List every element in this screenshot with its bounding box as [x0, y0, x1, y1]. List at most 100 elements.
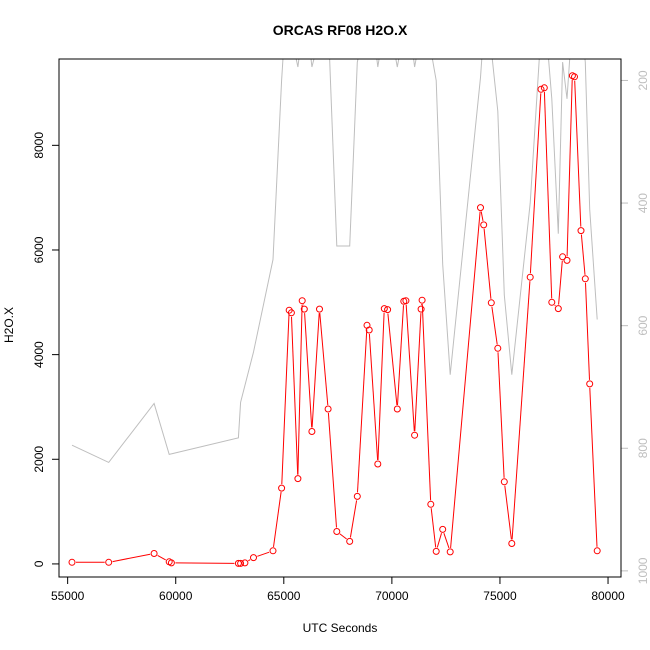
data-point [150, 550, 158, 557]
data-point [563, 256, 571, 264]
data-point [365, 326, 373, 334]
y-tick-label: 0 [32, 560, 46, 567]
data-point [300, 305, 308, 313]
data-point [308, 428, 316, 435]
x-tick-label: 80000 [591, 589, 625, 603]
x-tick-label: 75000 [483, 589, 517, 603]
data-point [250, 554, 257, 562]
data-point [316, 305, 323, 313]
series-segment [554, 304, 556, 307]
series-segment [504, 485, 512, 540]
series-line-right-axis [71, 59, 598, 464]
data-point [500, 478, 508, 486]
y2-tick-label: 600 [636, 315, 650, 335]
series-segment [368, 333, 379, 461]
series-segment [589, 387, 598, 547]
data-point [446, 548, 454, 556]
series-segment [175, 562, 235, 564]
x-tick-label: 55000 [51, 589, 85, 603]
x-axis-label: UTC Seconds [303, 621, 378, 635]
data-point [353, 492, 361, 500]
data-point [593, 547, 601, 555]
series-segment [580, 234, 586, 275]
data-point [167, 559, 175, 567]
data-point [68, 558, 76, 566]
x-tick-label: 60000 [159, 589, 193, 603]
data-point [374, 460, 382, 468]
data-point [287, 309, 295, 317]
series-segment [529, 93, 542, 274]
y-tick-label: 8000 [32, 132, 46, 159]
data-point [324, 405, 332, 413]
data-point [234, 559, 242, 567]
chart-title: ORCAS RF08 H2O.X [273, 22, 408, 38]
data-point [393, 405, 401, 413]
series-segment [421, 304, 432, 501]
series-segment [297, 304, 303, 475]
y-tick-label: 4000 [32, 341, 46, 368]
data-point [380, 305, 388, 313]
series-segment [558, 260, 563, 305]
axes-layer: 55000 60000 65000 70000 75000 80000 0 2000 4000 6… [32, 70, 650, 603]
series-segment [497, 352, 505, 478]
data-point [548, 298, 556, 306]
y-tick-label: 6000 [32, 236, 46, 263]
series-segment [319, 313, 329, 406]
series-layer [68, 59, 601, 567]
data-point [237, 559, 245, 567]
series-segment [377, 312, 385, 461]
data-point [494, 344, 502, 352]
series-segment [574, 80, 582, 227]
data-point [480, 221, 488, 229]
data-point [333, 528, 341, 535]
y-axis-label: H2O.X [2, 307, 16, 343]
series-segment [585, 282, 590, 380]
data-point [537, 85, 545, 93]
data-point [581, 275, 589, 283]
series-segment [450, 211, 481, 548]
data-point [417, 305, 425, 313]
series-segment [257, 551, 270, 557]
x-tick-label: 70000 [375, 589, 409, 603]
y2-tick-label: 800 [636, 438, 650, 458]
series-segment [304, 313, 313, 428]
data-point [241, 559, 249, 567]
data-point [571, 73, 578, 81]
series-segment [349, 500, 358, 538]
data-point [298, 297, 306, 305]
series-segment [480, 211, 484, 221]
series-segment [511, 281, 531, 540]
series-segment [543, 91, 553, 299]
data-point [559, 253, 567, 261]
y-tick-label: 2000 [32, 446, 46, 473]
data-point [487, 299, 495, 307]
series-segment [397, 305, 404, 406]
data-point [586, 380, 594, 388]
series-segment [291, 316, 299, 475]
series-segment [566, 79, 573, 257]
series-segment [273, 491, 282, 547]
data-point [105, 558, 113, 566]
y2-tick-label: 400 [636, 193, 650, 213]
data-point [384, 306, 392, 314]
series-segment [157, 554, 166, 561]
series-segment [281, 314, 290, 485]
series-segment [327, 412, 337, 528]
data-point [346, 537, 354, 545]
series-segment [248, 559, 251, 562]
data-point [554, 305, 562, 313]
series-segment [357, 329, 368, 493]
data-point [508, 540, 516, 547]
series-segment [414, 313, 422, 432]
data-point [269, 547, 277, 555]
data-point [411, 431, 419, 439]
data-point [427, 500, 435, 508]
x-tick-label: 65000 [267, 589, 301, 603]
series-segment [483, 228, 492, 299]
data-point [577, 227, 585, 235]
y2-tick-label: 1000 [636, 557, 650, 584]
data-point [526, 273, 534, 281]
data-point [418, 296, 426, 304]
series-segment [436, 533, 442, 548]
